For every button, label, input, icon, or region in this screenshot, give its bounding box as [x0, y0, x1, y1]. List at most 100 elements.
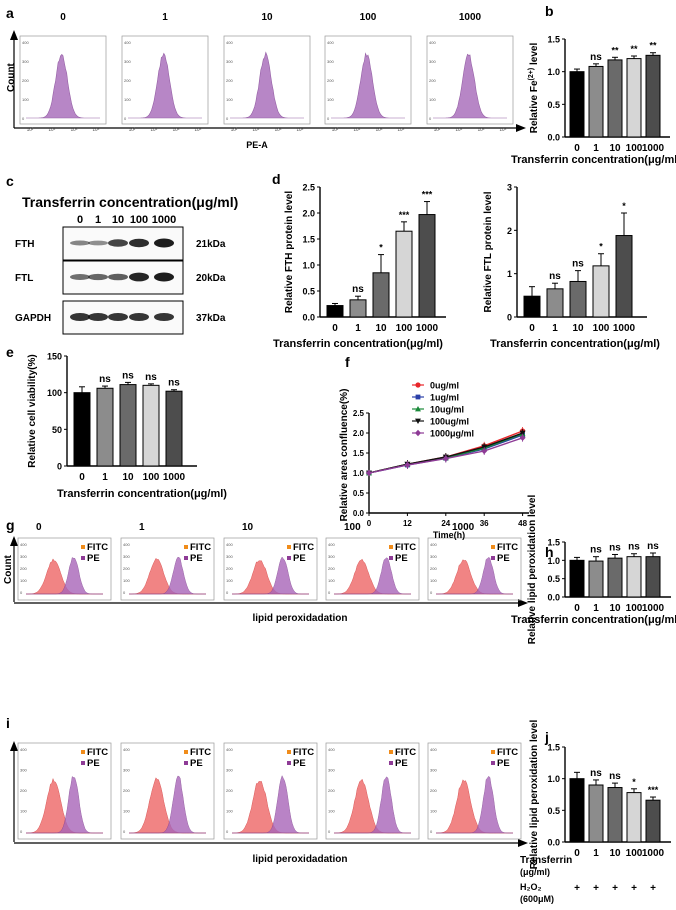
arrowhead-icon — [516, 124, 526, 132]
legend-fitc-label: FITC — [497, 542, 518, 553]
bar-chart-h: 0.0 0.5 1.0 1.5 0 ns 1 ns 10 ns 100 ns 1000 Relative … — [511, 495, 676, 645]
flow-a-tick: 10² — [129, 127, 136, 132]
flow-a-box — [121, 35, 209, 125]
flow-panel-g: Count lipid peroxidadation 0FITCPE010020… — [3, 522, 528, 624]
western-row-label: GAPDH — [15, 313, 51, 324]
bar-chart-d2: 0 1 2 3 0 ns 1 ns 10 * 100 * 1000 Relative FTL protei… — [483, 183, 660, 351]
x-tick-label: 0 — [367, 519, 372, 528]
flow-ytick: 100 — [328, 578, 335, 583]
flow-ytick: 100 — [430, 809, 437, 814]
y-tick-label: 0 — [507, 313, 512, 323]
western-row-label: FTL — [15, 273, 33, 284]
x-tick-label: 24 — [441, 519, 450, 528]
legend-swatch-pe — [184, 761, 188, 765]
legend-pe-label: PE — [293, 758, 306, 769]
flow-ytick: 100 — [20, 809, 27, 814]
bar-chart-e: 0 50 100 150 0 ns 1 ns 10 ns 100 ns 1000 Relative cel… — [27, 352, 227, 501]
bar — [588, 65, 604, 138]
bar — [326, 305, 344, 318]
flow-box — [325, 537, 420, 601]
y-tick-label: 100 — [47, 388, 62, 398]
flow-ytick: 200 — [226, 566, 233, 571]
significance-label: ns — [352, 284, 364, 295]
western-band — [70, 312, 90, 322]
legend-swatch-pe — [287, 556, 291, 560]
flow-a-ytick: 0 — [327, 116, 330, 121]
bar — [592, 265, 610, 318]
flow-ytick: 400 — [430, 542, 437, 547]
legend-swatch-fitc — [287, 545, 291, 549]
flow-ytick: 300 — [430, 768, 437, 773]
y-axis-label: Relative Fe(2+) level — [528, 43, 540, 134]
legend-swatch-pe — [287, 761, 291, 765]
panel-label-j: j — [544, 729, 549, 745]
flow-a-tick: 10² — [27, 127, 34, 132]
flow-ytick: 200 — [328, 788, 335, 793]
flow-a-tick: 10⁴ — [354, 127, 361, 132]
pe-histogram — [26, 557, 103, 595]
j-unit-label: (μg/ml) — [520, 867, 550, 877]
western-band — [88, 273, 108, 281]
y-tick-label: 2.0 — [302, 209, 315, 219]
j-plus-sign: + — [631, 883, 637, 894]
significance-label: * — [599, 242, 603, 252]
legend-label: 0ug/ml — [430, 381, 459, 391]
flow-ytick: 200 — [226, 788, 233, 793]
flow-ytick: 300 — [226, 768, 233, 773]
western-band — [154, 312, 174, 322]
flow-a-conc-label: 100 — [360, 12, 377, 23]
bar — [395, 230, 413, 318]
flow-a-tick: 10⁴ — [456, 127, 463, 132]
flow-a-tick: 10⁴ — [151, 127, 158, 132]
category-label: 1 — [355, 323, 361, 334]
flow-ytick: 300 — [226, 554, 233, 559]
flow-g-conc-label: 0 — [36, 522, 42, 533]
y-tick-label: 2 — [507, 226, 512, 236]
western-band — [129, 312, 149, 322]
category-label: 10 — [572, 323, 584, 334]
legend-swatch-fitc — [81, 750, 85, 754]
western-blot: Transferrin concentration(μg/ml) 0 1 10 100… — [15, 194, 238, 335]
y-tick-label: 1.5 — [302, 235, 315, 245]
bar-chart-d1: 0.0 0.5 1.0 1.5 2.0 2.5 0 ns 1 * 10 *** 100 *** 1000 Re… — [273, 183, 446, 350]
flow-a-tick: 10⁶ — [376, 127, 383, 132]
flow-a-ytick: 100 — [124, 97, 131, 102]
flow-a-histogram — [128, 52, 202, 119]
significance-label: ns — [590, 52, 602, 63]
flow-ytick: 300 — [20, 768, 27, 773]
legend-pe-label: PE — [497, 758, 510, 769]
flow-ytick: 100 — [328, 809, 335, 814]
y-tick-label: 2.5 — [353, 409, 365, 418]
flow-ytick: 400 — [328, 542, 335, 547]
legend-fitc-label: FITC — [497, 747, 518, 758]
pe-histogram — [334, 557, 411, 595]
bar — [119, 384, 137, 467]
bar — [588, 560, 604, 598]
western-title: Transferrin concentration(μg/ml) — [22, 194, 238, 210]
flow-g-xlabel: lipid peroxidadation — [252, 613, 347, 624]
legend-swatch-fitc — [491, 750, 495, 754]
bar — [569, 71, 585, 138]
flow-ytick: 300 — [328, 768, 335, 773]
category-label: 100 — [626, 848, 643, 859]
bar — [626, 556, 642, 598]
western-kda-label: 21kDa — [196, 239, 226, 250]
flow-box — [427, 742, 522, 840]
flow-a-box — [426, 35, 514, 125]
x-tick-label: 12 — [403, 519, 412, 528]
flow-a-ytick: 200 — [226, 78, 233, 83]
flow-a-ytick: 400 — [226, 40, 233, 45]
legend-pe-label: PE — [293, 553, 306, 564]
flow-a-tick: 10⁸ — [398, 127, 405, 132]
panel-label-f: f — [345, 354, 350, 370]
flow-ytick: 0 — [328, 590, 331, 595]
bar-chart-b: 0.0 0.5 1.0 1.5 0 ns 1 ** 10 ** 100 ** 1000 Relative … — [511, 35, 676, 167]
x-axis-label: Transferrin concentration(μg/ml) — [511, 614, 676, 626]
flow-g-conc-label: 10 — [242, 522, 254, 533]
flow-g-conc-label: 1000 — [452, 522, 475, 533]
flow-a-tick: 10² — [434, 127, 441, 132]
flow-a-tick: 10⁸ — [93, 127, 100, 132]
flow-a-ytick: 300 — [429, 59, 436, 64]
flow-a-tick: 10⁸ — [500, 127, 507, 132]
y-tick-label: 1 — [507, 269, 512, 279]
